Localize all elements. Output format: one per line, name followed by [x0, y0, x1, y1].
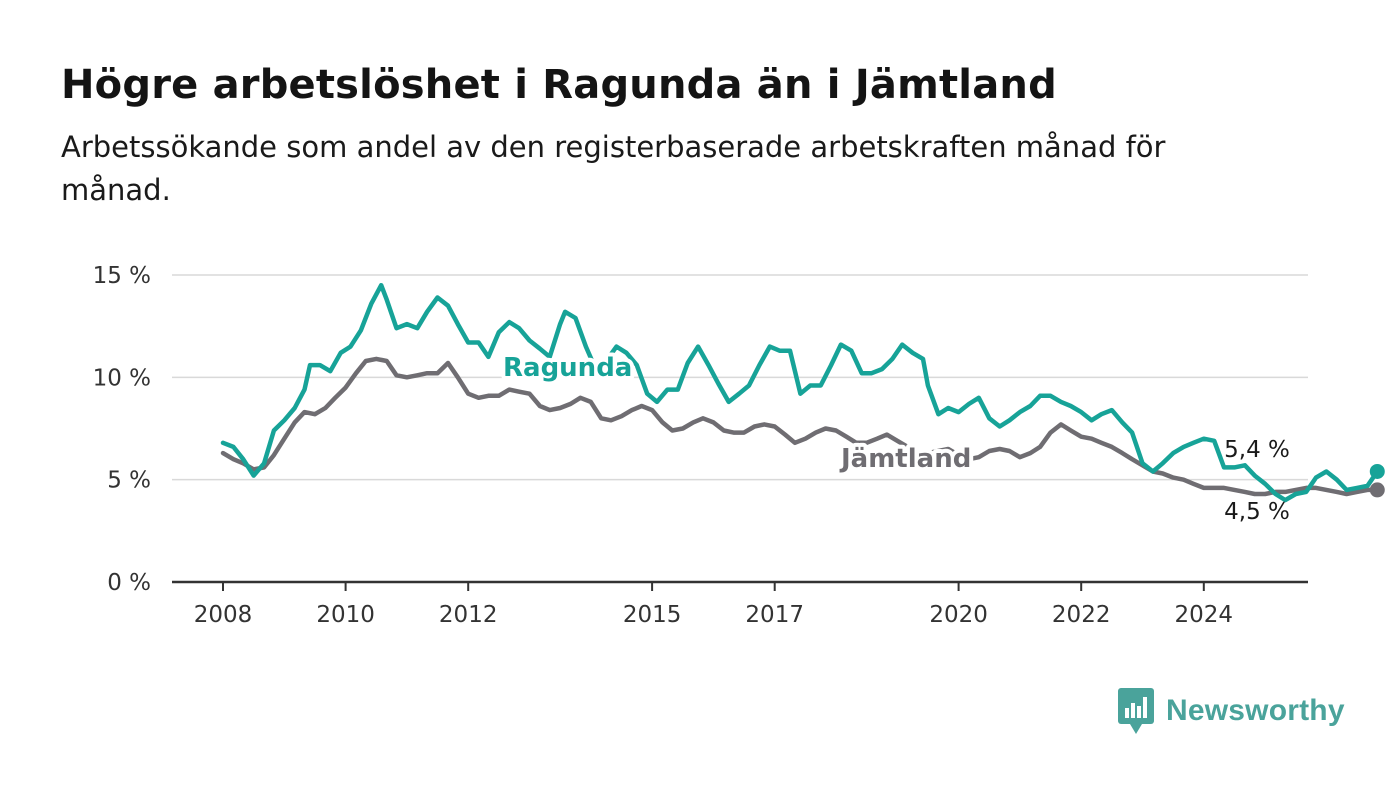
end-value-jamtland: 4,5 %: [1224, 499, 1290, 525]
newsworthy-brand: Newsworthy: [1118, 688, 1345, 734]
x-tick-label: 2008: [194, 602, 253, 628]
gridlines: [172, 274, 1308, 584]
y-tick-label: 5 %: [107, 468, 151, 494]
brand-name: Newsworthy: [1166, 694, 1345, 727]
x-tick-label: 2012: [439, 602, 498, 628]
series-lines: [220, 282, 1385, 503]
newsworthy-bar-chart-icon: [1118, 688, 1154, 734]
end-point-ragunda: [1369, 463, 1385, 479]
x-tick-label: 2020: [929, 602, 988, 628]
series-line-jamtland: [220, 356, 1380, 497]
x-tick-label: 2015: [623, 602, 682, 628]
chart-subtitle: Arbetssökande som andel av den registerb…: [61, 130, 1166, 207]
series-labels: Ragunda Jämtland 5,4 % 4,5 %: [499, 349, 1290, 525]
y-tick-label: 0 %: [107, 570, 151, 596]
end-point-jamtland: [1369, 482, 1385, 498]
x-tick-label: 2024: [1175, 602, 1234, 628]
series-line-ragunda: [220, 282, 1380, 503]
x-tick-label: 2010: [316, 602, 375, 628]
series-label-ragunda: Ragunda: [503, 353, 632, 383]
series-label-jamtland: Jämtland: [839, 444, 971, 474]
y-axis-ticks: 0 % 5 % 10 % 15 %: [93, 263, 151, 596]
x-tick-label: 2022: [1052, 602, 1111, 628]
chart-title: Högre arbetslöshet i Ragunda än i Jämtla…: [61, 62, 1057, 108]
x-axis-ticks: 2008 2010 2012 2015 2017 2020 2022 2024: [194, 582, 1233, 628]
x-tick-label: 2017: [745, 602, 804, 628]
y-tick-label: 15 %: [93, 263, 151, 289]
end-value-ragunda: 5,4 %: [1224, 437, 1290, 463]
y-tick-label: 10 %: [93, 365, 151, 391]
